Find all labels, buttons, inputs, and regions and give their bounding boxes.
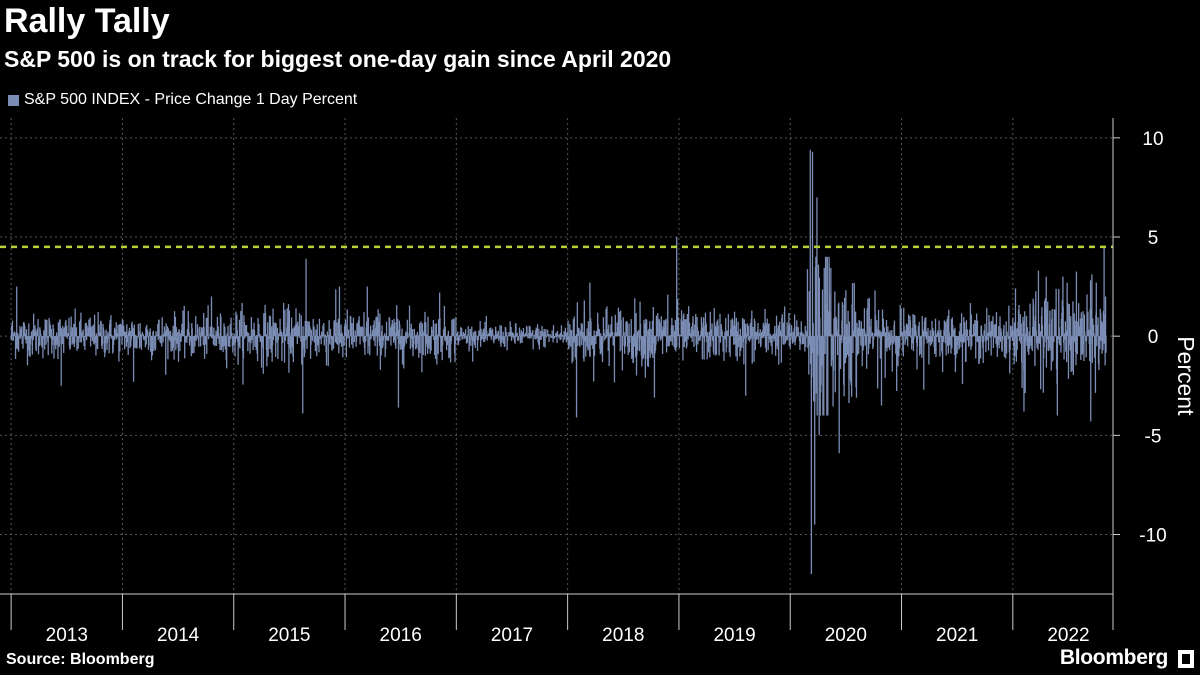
y-tick-label: -5: [1145, 426, 1162, 447]
legend-label: S&P 500 INDEX - Price Change 1 Day Perce…: [24, 91, 358, 108]
y-tick-label: -10: [1139, 526, 1166, 547]
x-tick-label: 2022: [1047, 625, 1089, 646]
y-axis-label: Percent: [1173, 336, 1199, 416]
y-tick-label: 10: [1142, 129, 1163, 150]
axes: 2013 2014 2015 2016 2017 2018 2019 2020 2021 2022…: [0, 118, 1199, 646]
legend-swatch: [8, 94, 19, 106]
y-tick-label: 0: [1148, 327, 1159, 348]
x-tick-label: 2018: [602, 625, 644, 646]
x-tick-label: 2021: [936, 625, 978, 646]
y-tick-label: 5: [1148, 228, 1159, 249]
x-tick-label: 2016: [380, 625, 422, 646]
chart-title: Rally Tally: [4, 2, 170, 40]
x-tick-label: 2015: [268, 625, 310, 646]
grid-lines: [0, 118, 1113, 594]
source-note: Source: Bloomberg: [6, 651, 155, 668]
brand-logo: Bloomberg: [1059, 646, 1168, 669]
bar-series: [10, 149, 1107, 575]
bloomberg-terminal-icon: [1178, 650, 1194, 668]
x-tick-label: 2013: [46, 625, 88, 646]
x-tick-label: 2014: [157, 625, 200, 646]
x-tick-label: 2017: [491, 625, 533, 646]
x-tick-label: 2019: [713, 625, 755, 646]
chart-legend: S&P 500 INDEX - Price Change 1 Day Perce…: [8, 91, 357, 109]
chart-subtitle: S&P 500 is on track for biggest one-day …: [4, 46, 672, 72]
x-tick-label: 2020: [825, 625, 867, 646]
